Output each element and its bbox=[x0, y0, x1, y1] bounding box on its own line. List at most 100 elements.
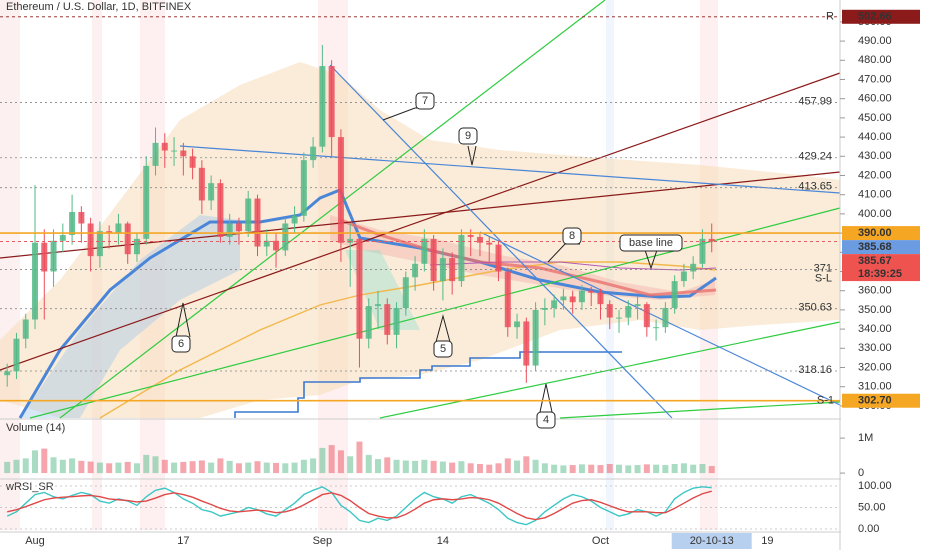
volume-bar bbox=[254, 461, 261, 474]
volume-bar bbox=[59, 459, 66, 474]
ma-red bbox=[339, 218, 717, 297]
wrsi-line bbox=[7, 490, 712, 521]
step-line bbox=[234, 351, 622, 418]
candle-body bbox=[458, 235, 465, 282]
volume-bar bbox=[328, 445, 335, 474]
price-badge bbox=[842, 226, 920, 241]
volume-bar bbox=[115, 462, 122, 474]
volume-bar bbox=[32, 450, 39, 474]
volume-bar bbox=[671, 464, 678, 474]
candle-body bbox=[291, 215, 298, 224]
volume-bar bbox=[412, 460, 419, 474]
candle-body bbox=[486, 242, 493, 245]
candle-body bbox=[606, 304, 613, 318]
candle-body bbox=[328, 66, 335, 138]
volume-bar bbox=[22, 458, 29, 474]
candle-body bbox=[235, 223, 242, 232]
volume-bar bbox=[708, 466, 715, 474]
candle-body bbox=[393, 307, 400, 335]
volume-bar bbox=[375, 459, 381, 474]
candle-body bbox=[115, 223, 122, 234]
volume-bar bbox=[523, 456, 530, 474]
volume-bar bbox=[699, 464, 706, 474]
candle-body bbox=[4, 371, 11, 376]
volume-bar bbox=[208, 462, 215, 474]
y-tick-label: 310.00 bbox=[858, 381, 892, 393]
volume-bar bbox=[310, 458, 317, 474]
candle-body bbox=[375, 304, 381, 307]
volume-bar bbox=[50, 457, 57, 474]
candle-body bbox=[171, 150, 178, 152]
ribbon-teal bbox=[345, 250, 420, 330]
candle-body bbox=[476, 236, 483, 243]
candle-body bbox=[300, 160, 307, 216]
volume-bar bbox=[430, 460, 437, 474]
annotation-box bbox=[171, 335, 191, 353]
candle-body bbox=[412, 263, 419, 278]
candle-body bbox=[365, 306, 372, 339]
candle-body bbox=[551, 300, 558, 308]
countdown: 18:39:25 bbox=[858, 268, 902, 280]
y-tick-label: 340.00 bbox=[858, 323, 892, 335]
candle-body bbox=[569, 296, 576, 303]
candle-body bbox=[634, 304, 641, 307]
candle-body bbox=[78, 211, 85, 224]
price-badge-label: 302.70 bbox=[858, 395, 892, 407]
annotation: 7 bbox=[422, 95, 428, 107]
level-name: S-L bbox=[815, 272, 832, 284]
candle-body bbox=[495, 244, 502, 272]
y-tick-label: 360.00 bbox=[858, 285, 892, 297]
volume-bar bbox=[514, 460, 521, 474]
volume-bar bbox=[263, 462, 270, 474]
volume-bar bbox=[634, 465, 641, 474]
volume-bar bbox=[87, 461, 94, 474]
y-tick-label: 100.00 bbox=[858, 480, 892, 492]
volume-bar bbox=[291, 462, 298, 474]
volume-bar bbox=[235, 463, 242, 474]
volume-bar bbox=[421, 459, 428, 474]
volume-bar bbox=[504, 458, 511, 474]
candle-body bbox=[13, 338, 20, 372]
candle-body bbox=[680, 271, 687, 282]
candle-body bbox=[430, 238, 437, 282]
annotation: 4 bbox=[543, 414, 549, 426]
candle-body bbox=[560, 296, 567, 301]
volume-bar bbox=[551, 464, 558, 474]
candle-body bbox=[523, 321, 530, 366]
volume-bar bbox=[625, 465, 632, 474]
candle-body bbox=[22, 319, 29, 339]
volume-bar bbox=[616, 464, 623, 474]
volume-bar bbox=[96, 462, 103, 474]
y-tick-label: 320.00 bbox=[858, 361, 892, 373]
level-label: 429.24 bbox=[798, 151, 832, 163]
y-tick-label: 350.00 bbox=[858, 304, 892, 316]
level-label: 413.65 bbox=[798, 181, 832, 193]
candle-body bbox=[708, 238, 715, 242]
level-label: 457.99 bbox=[798, 95, 832, 107]
candle-body bbox=[625, 306, 632, 318]
candle-body bbox=[597, 292, 604, 305]
volume-bar bbox=[588, 464, 595, 474]
y-tick-label: 430.00 bbox=[858, 150, 892, 162]
volume-bar bbox=[319, 447, 326, 474]
candle-body bbox=[337, 137, 344, 243]
candle-body bbox=[217, 183, 224, 237]
candle-body bbox=[690, 263, 697, 272]
candle-body bbox=[347, 238, 354, 243]
candle-body bbox=[578, 290, 585, 303]
annotation-box bbox=[415, 92, 435, 110]
candle-body bbox=[124, 223, 131, 255]
cloud bbox=[0, 62, 840, 418]
x-tick-label: 17 bbox=[177, 535, 189, 547]
candle-body bbox=[653, 327, 660, 329]
volume-bar bbox=[226, 460, 233, 474]
volume-bar bbox=[458, 461, 465, 474]
candle-body bbox=[133, 238, 140, 255]
candle-body bbox=[152, 142, 159, 166]
annotation-box bbox=[433, 340, 453, 358]
annotation: 5 bbox=[440, 343, 446, 355]
volume-bar bbox=[476, 464, 483, 474]
price-badge bbox=[842, 240, 920, 255]
candle-body bbox=[643, 304, 650, 328]
candle-body bbox=[87, 223, 94, 257]
